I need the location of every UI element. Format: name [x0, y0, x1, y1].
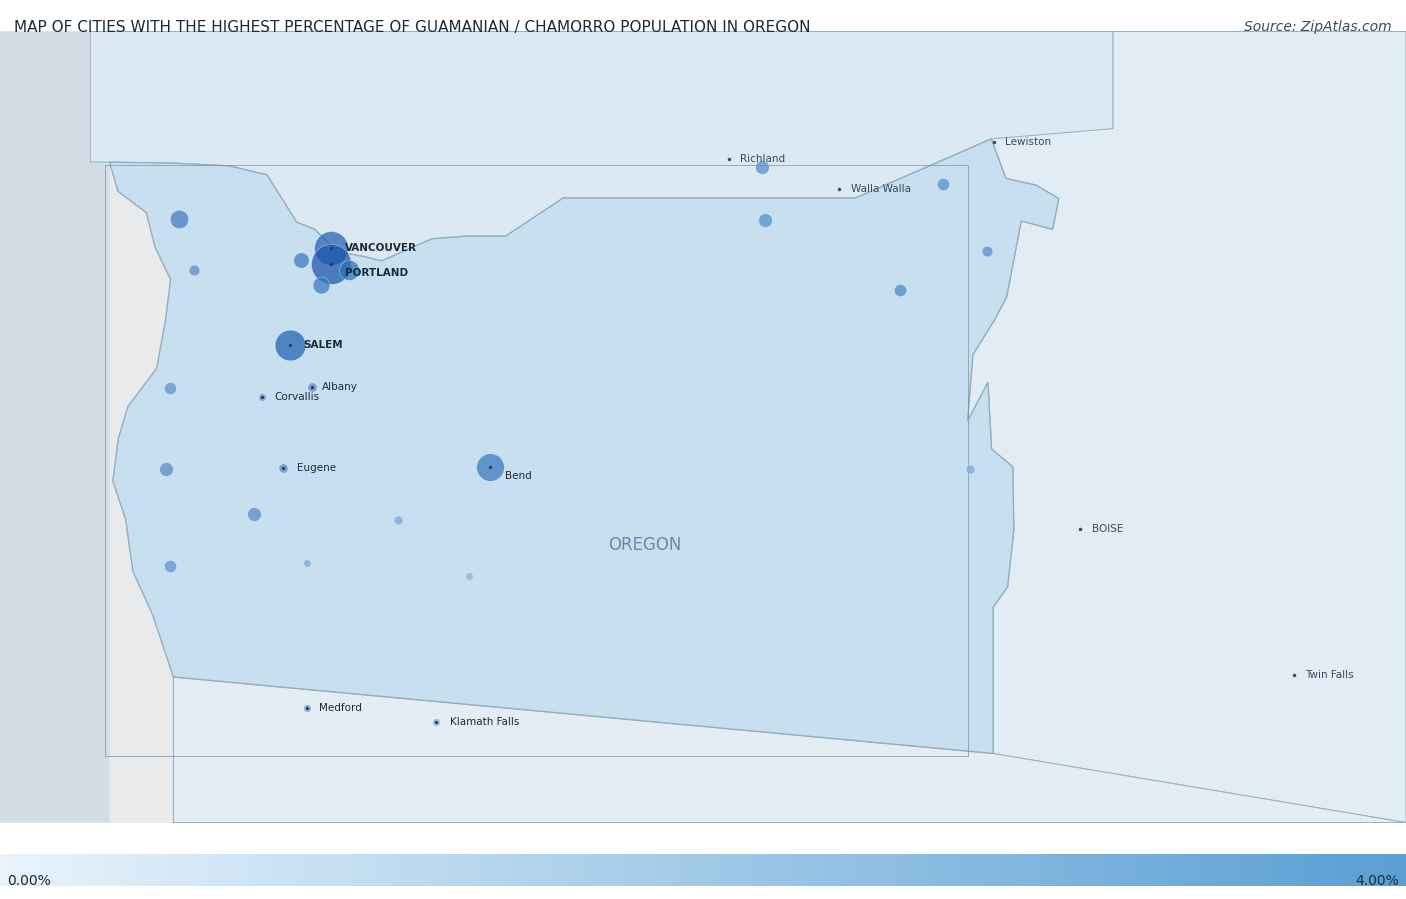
- Point: [309, 279, 332, 293]
- Text: Eugene: Eugene: [297, 463, 336, 474]
- Point: [425, 715, 447, 729]
- Polygon shape: [0, 31, 110, 823]
- Point: [159, 558, 181, 573]
- Point: [183, 263, 205, 278]
- Polygon shape: [967, 31, 1406, 823]
- Point: [932, 177, 955, 191]
- Point: [319, 257, 342, 271]
- Text: Corvallis: Corvallis: [274, 392, 319, 402]
- Text: Medford: Medford: [319, 703, 361, 713]
- Text: Twin Falls: Twin Falls: [1305, 671, 1354, 681]
- Text: PORTLAND: PORTLAND: [344, 268, 408, 278]
- Point: [889, 282, 911, 297]
- Point: [337, 263, 360, 278]
- Text: MAP OF CITIES WITH THE HIGHEST PERCENTAGE OF GUAMANIAN / CHAMORRO POPULATION IN : MAP OF CITIES WITH THE HIGHEST PERCENTAG…: [14, 20, 811, 35]
- Point: [295, 556, 318, 570]
- Text: 4.00%: 4.00%: [1355, 874, 1399, 888]
- Text: Albany: Albany: [322, 382, 357, 392]
- Text: SALEM: SALEM: [304, 340, 343, 350]
- Text: Walla Walla: Walla Walla: [851, 184, 911, 194]
- Point: [457, 568, 479, 583]
- Text: Bend: Bend: [505, 471, 531, 481]
- Point: [301, 380, 323, 395]
- Text: Source: ZipAtlas.com: Source: ZipAtlas.com: [1244, 20, 1392, 34]
- Text: BOISE: BOISE: [1092, 524, 1123, 534]
- Polygon shape: [90, 31, 1114, 261]
- Point: [297, 700, 319, 715]
- Text: Lewiston: Lewiston: [1005, 138, 1052, 147]
- Polygon shape: [173, 677, 1406, 823]
- Point: [278, 338, 301, 352]
- Point: [155, 461, 177, 476]
- Point: [159, 381, 181, 396]
- Point: [751, 160, 773, 174]
- Point: [754, 213, 776, 227]
- Point: [252, 390, 274, 405]
- Point: [290, 254, 312, 268]
- Text: 0.00%: 0.00%: [7, 874, 51, 888]
- Text: VANCOUVER: VANCOUVER: [344, 244, 418, 254]
- Text: Richland: Richland: [741, 154, 786, 165]
- Point: [976, 244, 998, 258]
- Point: [479, 460, 502, 475]
- Point: [387, 512, 409, 527]
- Point: [319, 241, 342, 255]
- Polygon shape: [110, 138, 1059, 753]
- Text: OREGON: OREGON: [607, 536, 681, 554]
- Point: [959, 461, 981, 476]
- Polygon shape: [0, 31, 1406, 823]
- Point: [271, 461, 294, 476]
- Point: [167, 211, 190, 226]
- Point: [243, 507, 266, 521]
- Text: Klamath Falls: Klamath Falls: [450, 717, 519, 727]
